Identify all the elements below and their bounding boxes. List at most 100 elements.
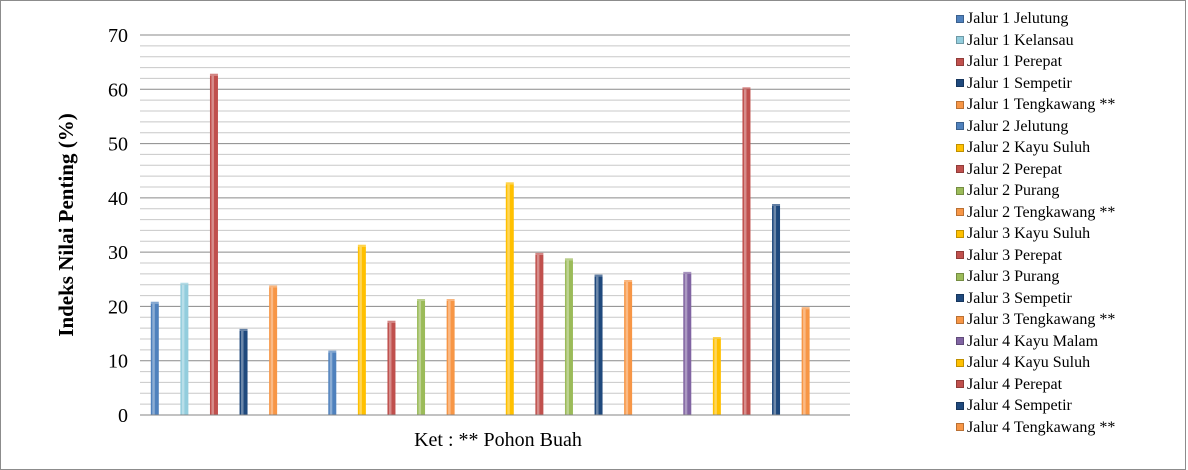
legend-label: Jalur 3 Kayu Suluh xyxy=(967,225,1091,242)
legend-item: Jalur 2 Purang xyxy=(956,180,1184,202)
legend-item: Jalur 1 Tengkawang ** xyxy=(956,94,1184,116)
y-tick-label: 0 xyxy=(118,405,128,427)
legend-item: Jalur 1 Jelutung xyxy=(956,8,1184,30)
legend-label: Jalur 3 Tengkawang ** xyxy=(967,311,1116,328)
bar-body xyxy=(505,184,514,415)
bar-cap xyxy=(269,285,278,288)
legend-label: Jalur 2 Jelutung xyxy=(967,117,1069,135)
bar xyxy=(209,73,218,415)
bars xyxy=(150,73,810,416)
bar-highlight xyxy=(152,303,155,415)
bar-body xyxy=(535,254,544,415)
legend-label: Jalur 3 Purang xyxy=(967,268,1060,285)
legend: Jalur 1 Jelutung Jalur 1 Kelansau Jalur 1 … xyxy=(956,8,1184,438)
legend-label: Jalur 4 Perepat xyxy=(967,375,1063,393)
legend-item: Jalur 4 Kayu Suluh xyxy=(956,352,1184,374)
legend-item: Jalur 4 Sempetir xyxy=(956,395,1184,417)
legend-label: Jalur 2 Tengkawang ** xyxy=(967,203,1116,221)
legend-item: Jalur 3 Perepat xyxy=(956,245,1184,267)
bar-highlight xyxy=(211,75,214,415)
bar-highlight xyxy=(329,352,333,415)
bar-highlight xyxy=(359,246,362,415)
legend-label: Jalur 2 Perepat xyxy=(967,160,1063,178)
legend-item: Jalur 4 Tengkawang ** xyxy=(956,417,1184,439)
legend-item: Jalur 3 Purang xyxy=(956,266,1184,288)
legend-item: Jalur 1 Sempetir xyxy=(956,73,1184,95)
legend-swatch xyxy=(956,36,964,45)
y-tick-label: 20 xyxy=(108,296,128,318)
bar-cap xyxy=(505,182,514,185)
bar-cap xyxy=(712,337,721,339)
bar-body xyxy=(594,276,603,415)
bar xyxy=(239,328,248,415)
legend-swatch xyxy=(956,208,964,217)
bar xyxy=(387,320,396,415)
bar-body xyxy=(446,301,455,415)
bar-body xyxy=(150,303,159,415)
bar-body xyxy=(328,352,337,415)
bar-highlight xyxy=(596,276,599,415)
bar xyxy=(269,285,278,415)
legend-swatch xyxy=(956,294,964,303)
bar-cap xyxy=(357,244,366,247)
bar-cap xyxy=(180,282,189,285)
legend-swatch xyxy=(956,315,964,324)
legend-item: Jalur 2 Kayu Suluh xyxy=(956,137,1184,159)
bar xyxy=(357,244,366,415)
legend-label: Jalur 1 Jelutung xyxy=(967,10,1069,27)
legend-swatch xyxy=(956,122,964,131)
bar-body xyxy=(180,284,189,415)
bar-body xyxy=(239,330,248,415)
bar xyxy=(772,204,781,415)
bar-highlight xyxy=(241,330,244,415)
legend-label: Jalur 3 Perepat xyxy=(967,246,1063,264)
y-tick-label: 30 xyxy=(108,242,128,264)
legend-item: Jalur 1 Kelansau xyxy=(956,30,1184,52)
y-axis-title: Indeks Nilai Penting (%) xyxy=(54,113,78,336)
bar xyxy=(564,258,573,415)
bar-body xyxy=(357,246,366,415)
bar-highlight xyxy=(803,309,806,415)
bar-cap xyxy=(446,299,455,301)
legend-swatch xyxy=(956,251,964,260)
bar-highlight xyxy=(743,89,747,416)
legend-swatch xyxy=(956,143,964,152)
y-tick-labels: 0 10 20 30 40 50 60 70 xyxy=(108,25,128,427)
bar xyxy=(594,274,603,415)
legend-label: Jalur 1 Sempetir xyxy=(967,74,1072,92)
bar-highlight xyxy=(181,284,185,415)
bar-highlight xyxy=(773,206,777,415)
legend-label: Jalur 4 Sempetir xyxy=(967,397,1072,414)
bar xyxy=(180,282,189,415)
legend-swatch xyxy=(956,337,964,346)
bar xyxy=(801,307,810,415)
bar-body xyxy=(624,282,633,415)
legend-item: Jalur 3 Tengkawang ** xyxy=(956,309,1184,331)
legend-label: Jalur 1 Perepat xyxy=(967,53,1063,70)
x-axis-note: Ket : ** Pohon Buah xyxy=(414,429,582,451)
bar-cap xyxy=(535,252,544,255)
legend-item: Jalur 2 Tengkawang ** xyxy=(956,202,1184,224)
legend-label: Jalur 2 Purang xyxy=(967,182,1060,199)
bar-cap xyxy=(683,271,692,274)
legend-item: Jalur 2 Jelutung xyxy=(956,116,1184,138)
legend-label: Jalur 1 Kelansau xyxy=(967,31,1074,49)
legend-swatch xyxy=(956,186,964,195)
bar-cap xyxy=(624,280,633,282)
legend-swatch xyxy=(956,380,964,389)
legend-swatch xyxy=(956,401,964,410)
bar-highlight xyxy=(448,301,451,415)
legend-swatch xyxy=(956,100,964,109)
bar-cap xyxy=(801,307,810,310)
bar-body xyxy=(712,339,721,415)
bar-highlight xyxy=(536,254,540,415)
bar-body xyxy=(209,75,218,415)
legend-label: Jalur 4 Kayu Suluh xyxy=(967,354,1091,371)
bar xyxy=(446,299,455,415)
bar-cap xyxy=(328,350,337,353)
y-tick-label: 10 xyxy=(108,351,128,373)
legend-swatch xyxy=(956,57,964,66)
legend-swatch xyxy=(956,14,964,23)
bar-cap xyxy=(594,274,603,277)
legend-swatch xyxy=(956,358,964,367)
